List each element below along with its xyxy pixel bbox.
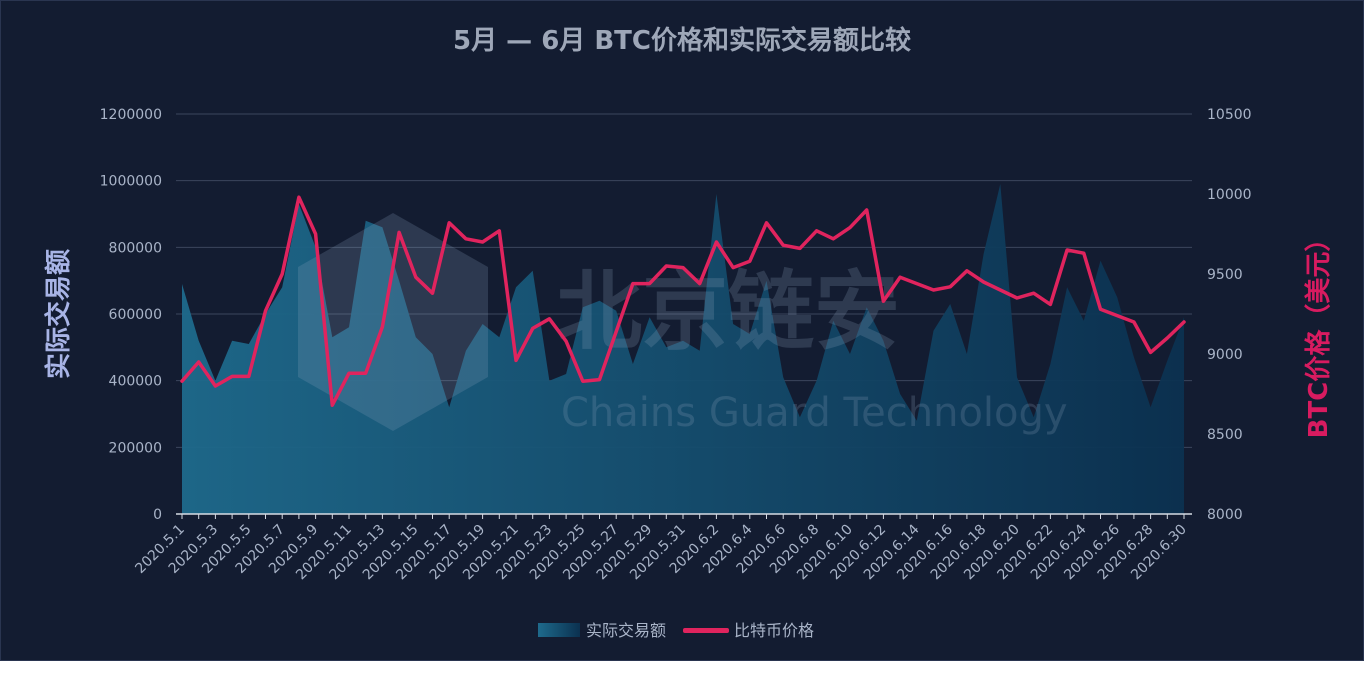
- y-left-tick-label: 1200000: [100, 107, 162, 123]
- y-right-tick-label: 9500: [1207, 267, 1243, 283]
- legend-area-label: 实际交易额: [586, 621, 666, 640]
- y-axis-left-label: 实际交易额: [43, 249, 74, 379]
- y-axis-right-label: BTC价格（美元）: [1303, 226, 1334, 439]
- y-right-tick-label: 9000: [1207, 347, 1243, 363]
- series-line-btc-price: [180, 195, 1186, 407]
- y-left-tick-label: 800000: [109, 240, 162, 256]
- y-left-tick-label: 400000: [109, 374, 162, 390]
- legend-line-swatch: [683, 628, 729, 633]
- y-left-tick-label: 1000000: [100, 174, 162, 190]
- x-axis-ticks: 2020.5.12020.5.32020.5.52020.5.72020.5.9…: [132, 514, 1190, 583]
- y-right-tick-label: 10000: [1207, 187, 1252, 203]
- series-area-transaction-volume: [182, 184, 1184, 514]
- watermark-text-cn: 北京链安: [556, 262, 900, 362]
- y-right-tick-label: 8500: [1207, 427, 1243, 443]
- legend-area-swatch: [538, 623, 580, 637]
- legend: 实际交易额 比特币价格: [538, 621, 814, 640]
- y-left-tick-label: 200000: [109, 440, 162, 456]
- watermark: 北京链安 Chains Guard Technology: [298, 213, 1068, 436]
- y-axis-left-ticks: 0 200000 400000 600000 800000 1000000 1200000: [100, 107, 162, 523]
- y-right-tick-label: 8000: [1207, 507, 1243, 523]
- watermark-text-en: Chains Guard Technology: [561, 390, 1068, 436]
- y-axis-right-ticks: 8000 8500 9000 9500 10000 10500: [1207, 107, 1252, 523]
- chart-title: 5月 — 6月 BTC价格和实际交易额比较: [453, 25, 911, 56]
- y-right-tick-label: 10500: [1207, 107, 1252, 123]
- y-left-tick-label: 0: [153, 507, 162, 523]
- legend-line-label: 比特币价格: [734, 621, 814, 640]
- y-left-tick-label: 600000: [109, 307, 162, 323]
